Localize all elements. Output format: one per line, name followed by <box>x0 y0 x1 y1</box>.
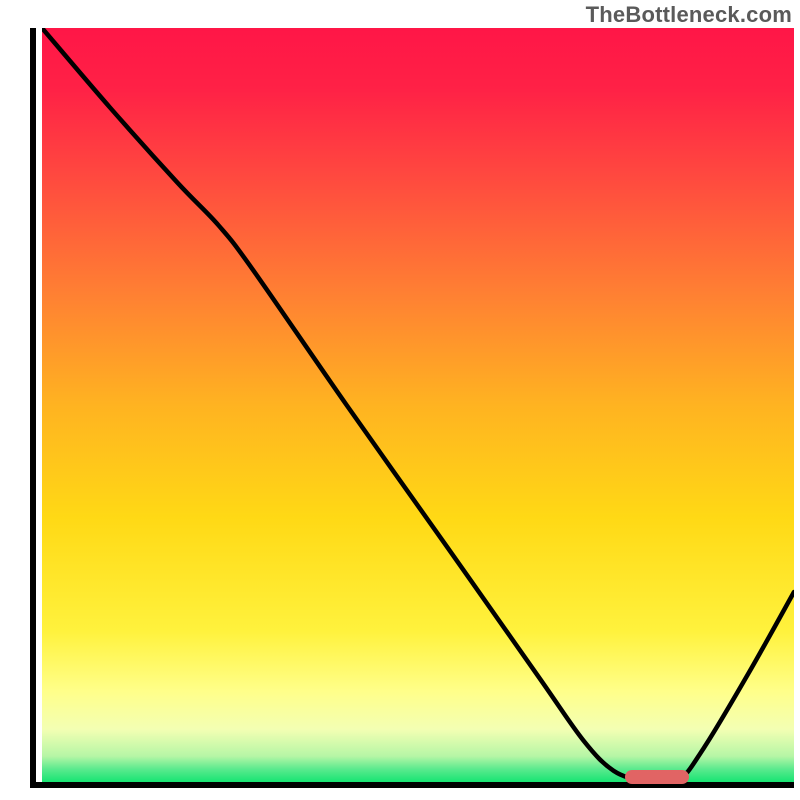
watermark-text: TheBottleneck.com <box>586 2 792 28</box>
plot-frame <box>30 28 794 788</box>
chart-canvas: TheBottleneck.com <box>0 0 800 800</box>
curve-path <box>42 28 794 782</box>
bottleneck-curve <box>42 28 794 782</box>
minimum-marker <box>625 770 689 784</box>
